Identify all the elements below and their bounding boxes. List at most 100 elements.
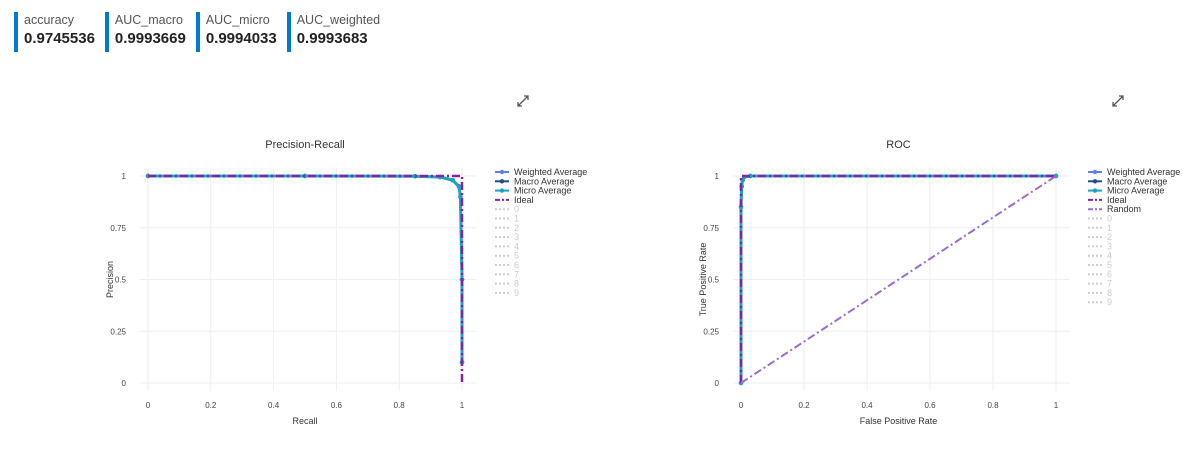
svg-text:8: 8 <box>1107 288 1112 298</box>
legend-item[interactable]: 6 <box>495 260 519 270</box>
svg-text:6: 6 <box>1107 269 1112 279</box>
svg-text:6: 6 <box>514 260 519 270</box>
legend-item[interactable]: Ideal <box>1088 195 1127 205</box>
metric-value: 0.9745536 <box>24 30 95 47</box>
legend-item[interactable]: 0 <box>1088 214 1112 224</box>
data-point <box>450 177 455 183</box>
legend-item[interactable]: 8 <box>1088 288 1112 298</box>
svg-text:1: 1 <box>514 214 519 224</box>
metric-auc-micro: AUC_micro 0.9994033 <box>195 12 277 52</box>
legend-item[interactable]: Macro Average <box>495 176 574 186</box>
legend-item[interactable]: 6 <box>1088 269 1112 279</box>
svg-text:3: 3 <box>514 232 519 242</box>
y-tick-label: 0 <box>122 379 127 388</box>
y-tick-label: 0.75 <box>703 224 719 233</box>
x-tick-label: 1 <box>1054 401 1059 410</box>
legend-item[interactable]: Macro Average <box>1088 176 1167 186</box>
x-tick-label: 1 <box>460 401 465 410</box>
y-tick-label: 0.25 <box>110 327 126 336</box>
legend-item[interactable]: 1 <box>495 214 519 224</box>
metric-accuracy: accuracy 0.9745536 <box>14 12 95 52</box>
svg-text:Micro Average: Micro Average <box>514 186 571 196</box>
metric-value: 0.9993669 <box>114 30 186 47</box>
data-point <box>456 184 462 189</box>
svg-text:Macro Average: Macro Average <box>1107 176 1167 186</box>
x-tick-label: 0.6 <box>924 401 936 410</box>
svg-text:8: 8 <box>514 279 519 289</box>
x-tick-label: 0.8 <box>394 401 406 410</box>
x-tick-label: 0 <box>146 401 151 410</box>
series-line <box>740 175 1057 384</box>
svg-text:4: 4 <box>1107 251 1112 261</box>
y-tick-label: 1 <box>122 172 127 181</box>
x-tick-label: 0.4 <box>861 401 873 410</box>
series-line <box>148 174 464 383</box>
svg-text:9: 9 <box>514 288 519 298</box>
legend-item[interactable]: Weighted Average <box>1088 167 1180 177</box>
data-point <box>458 194 463 199</box>
expand-arrows-icon[interactable] <box>1110 93 1126 109</box>
series-line <box>739 174 1056 383</box>
svg-text:3: 3 <box>1107 241 1112 251</box>
x-tick-label: 0.4 <box>268 401 280 410</box>
chart-title: ROC <box>886 139 911 151</box>
svg-text:0: 0 <box>1107 214 1112 224</box>
legend-item[interactable]: Ideal <box>495 195 534 205</box>
series-line <box>148 174 464 363</box>
y-tick-label: 0 <box>715 379 720 388</box>
legend-item[interactable]: 4 <box>1088 251 1112 261</box>
metric-label: AUC_micro <box>205 13 270 27</box>
svg-text:2: 2 <box>1107 232 1112 242</box>
y-axis-label: True Positive Rate <box>698 243 708 317</box>
x-tick-label: 0.8 <box>987 401 999 410</box>
legend-item[interactable]: 3 <box>1088 241 1112 251</box>
legend-item[interactable]: 2 <box>495 223 519 233</box>
series-line <box>148 174 464 363</box>
metric-label: AUC_weighted <box>296 13 381 27</box>
legend-item[interactable]: 5 <box>495 251 519 261</box>
metric-label: accuracy <box>24 13 75 27</box>
legend-item[interactable]: 2 <box>1088 232 1112 242</box>
metric-value: 0.9994033 <box>205 30 277 47</box>
svg-text:Weighted Average: Weighted Average <box>514 167 587 177</box>
legend-item[interactable]: Weighted Average <box>495 167 587 177</box>
series-line <box>148 174 464 363</box>
x-axis-label: Recall <box>292 416 317 426</box>
metric-auc-weighted: AUC_weighted 0.9993683 <box>286 12 381 52</box>
legend-item[interactable]: 5 <box>1088 260 1112 270</box>
x-tick-label: 0.6 <box>331 401 343 410</box>
legend-item[interactable]: 9 <box>1088 297 1112 307</box>
svg-text:2: 2 <box>514 223 519 233</box>
y-tick-label: 0.5 <box>708 276 720 285</box>
legend-item[interactable]: Random <box>1088 204 1141 214</box>
legend-item[interactable]: 4 <box>495 241 519 251</box>
legend-item[interactable]: 0 <box>495 204 519 214</box>
legend-item[interactable]: 9 <box>495 288 519 298</box>
x-axis-label: False Positive Rate <box>860 416 938 426</box>
svg-text:Random: Random <box>1107 204 1141 214</box>
legend-item[interactable]: 3 <box>495 232 519 242</box>
y-tick-label: 0.5 <box>115 276 127 285</box>
svg-text:1: 1 <box>1107 223 1112 233</box>
legend-item[interactable]: 1 <box>1088 223 1112 233</box>
svg-text:7: 7 <box>1107 279 1112 289</box>
expand-arrows-icon[interactable] <box>515 93 531 109</box>
svg-text:0: 0 <box>514 204 519 214</box>
svg-text:5: 5 <box>514 251 519 261</box>
x-tick-label: 0.2 <box>798 401 810 410</box>
legend-item[interactable]: 7 <box>495 269 519 279</box>
legend-item[interactable]: Micro Average <box>1088 186 1164 196</box>
legend-item[interactable]: 7 <box>1088 279 1112 289</box>
legend-item[interactable]: 8 <box>495 279 519 289</box>
x-tick-label: 0.2 <box>205 401 217 410</box>
svg-text:Ideal: Ideal <box>1107 195 1127 205</box>
legend-item[interactable]: Micro Average <box>495 186 571 196</box>
metrics-bar: accuracy 0.9745536 AUC_macro 0.9993669 A… <box>14 12 390 52</box>
metric-label: AUC_macro <box>114 13 183 27</box>
svg-text:Ideal: Ideal <box>514 195 534 205</box>
svg-text:4: 4 <box>514 241 519 251</box>
svg-text:Micro Average: Micro Average <box>1107 186 1164 196</box>
x-tick-label: 0 <box>739 401 744 410</box>
